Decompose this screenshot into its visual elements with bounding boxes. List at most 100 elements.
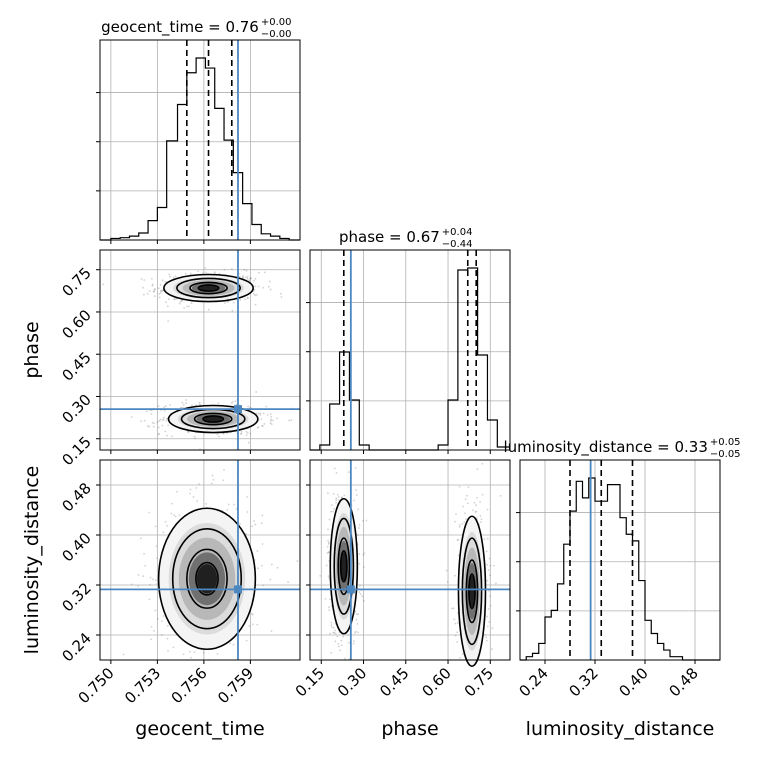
title-minus: −0.05 [710,449,741,460]
scatter-point [255,391,258,393]
scatter-point [198,483,201,485]
scatter-point [245,639,248,642]
scatter-point [488,557,491,560]
scatter-point [245,434,248,436]
scatter-point [340,496,343,499]
density-level [199,285,218,291]
scatter-point [173,514,175,517]
scatter-point [270,630,273,632]
scatter-point [269,422,272,425]
scatter-point [247,405,250,408]
scatter-point [344,657,346,660]
scatter-point [142,575,145,578]
scatter-point [269,413,272,415]
scatter-point [164,405,167,408]
scatter-point [222,479,225,482]
x-tick-label: 0.30 [334,664,370,700]
scatter-point [362,554,365,556]
contour-line [171,528,243,630]
scatter-point [258,271,260,274]
scatter-point [153,422,155,425]
scatter-point [365,519,368,522]
title-plus: +0.00 [261,17,292,28]
scatter-point [176,490,179,493]
contour-line [195,561,219,596]
scatter-point [242,275,244,277]
scatter-point [356,534,359,536]
x-axis-label: luminosity_distance [526,718,715,740]
histogram-luminosity_distance [520,477,720,661]
scatter-point [341,496,343,499]
scatter-point [352,640,355,642]
scatter-point [182,404,185,406]
scatter-point [348,641,350,644]
scatter-point [270,418,272,421]
scatter-point [296,560,299,562]
scatter-point [261,424,263,427]
scatter-point [251,623,254,626]
y-tick-label: 0.48 [58,479,94,515]
scatter-point [338,649,341,652]
scatter-point [489,564,492,567]
y-tick-label: 0.32 [58,579,94,615]
scatter-point [445,569,448,572]
scatter-point [211,474,214,477]
scatter-point [166,305,169,308]
x-tick-label: 0.759 [214,664,257,707]
title-minus: −0.44 [442,239,473,250]
scatter-point [491,627,494,630]
scatter-point [246,431,249,434]
scatter-point [333,508,336,510]
scatter-point [354,630,357,633]
scatter-point [261,543,264,545]
scatter-point [158,296,161,299]
scatter-point [165,419,168,422]
scatter-point [157,405,160,407]
scatter-point [333,467,336,470]
scatter-point [142,293,145,296]
scatter-point [333,631,336,634]
scatter-point [151,284,154,287]
scatter-point [327,543,330,545]
scatter-point [257,567,260,570]
scatter-point [358,553,361,555]
scatter-point [328,577,331,580]
scatter-point [355,618,358,621]
scatter-point [188,650,191,653]
scatter-point [122,653,125,656]
x-tick-label: 0.75 [461,664,497,700]
scatter-point [327,528,329,531]
scatter-point [332,626,335,629]
scatter-point [363,552,366,555]
scatter-point [188,492,191,495]
scatter-point [290,419,293,422]
scatter-point [150,638,152,641]
scatter-point [247,297,249,300]
scatter-point [485,639,488,642]
scatter-point [467,486,470,489]
scatter-point [153,288,156,291]
scatter-point [250,277,252,279]
scatter-point [202,651,205,654]
scatter-point [167,320,170,323]
scatter-point [261,514,264,517]
contour-line [186,548,228,609]
scatter-point [456,641,458,643]
scatter-point [196,500,199,502]
scatter-point [205,271,208,274]
contour-line [189,281,228,295]
scatter-point [484,633,486,636]
scatter-point [249,277,252,280]
contour-line [461,537,483,646]
scatter-point [266,413,269,416]
scatter-point [181,401,184,404]
y-axis-label: phase [21,321,43,378]
scatter-point [198,403,201,406]
scatter-point [463,521,466,523]
scatter-point [171,435,174,438]
scatter-point [140,278,143,280]
scatter-point [359,592,362,595]
scatter-point [153,630,155,632]
scatter-point [461,653,464,656]
scatter-point [188,305,190,308]
